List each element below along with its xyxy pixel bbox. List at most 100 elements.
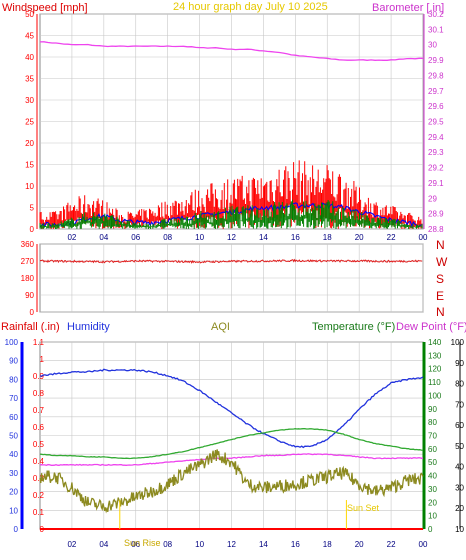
wind-tick-label: 50	[25, 10, 34, 19]
compass-label-s: S	[436, 272, 444, 286]
temperature-tick-label: 140	[428, 338, 442, 347]
barometer-tick-label: 29.8	[428, 71, 444, 80]
x-tick-label: 22	[387, 540, 396, 549]
wind-tick-label: 0	[30, 225, 35, 234]
rainfall-axis-label: Rainfall (.in)	[1, 321, 60, 333]
x-tick-label: 22	[387, 233, 396, 242]
x-tick-label: 14	[259, 233, 268, 242]
temperature-tick-label: 0	[428, 525, 433, 534]
rain-tick-label: 0.6	[33, 423, 45, 432]
barometer-tick-label: 29.7	[428, 87, 444, 96]
temperature-tick-label: 80	[428, 418, 437, 427]
rain-tick-label: 0.7	[33, 406, 45, 415]
compass-label-n-top: N	[436, 238, 445, 252]
compass-label-n-bottom: N	[436, 305, 445, 319]
rain-tick-label: 0.4	[33, 457, 45, 466]
humidity-tick-label: 0	[14, 525, 19, 534]
dew-point-tick-label: 10	[455, 525, 464, 534]
direction-tick-label: 0	[30, 308, 35, 317]
temperature-tick-label: 90	[428, 405, 437, 414]
barometer-tick-label: 29.5	[428, 118, 444, 127]
rain-tick-label: 0.2	[33, 491, 45, 500]
wind-axis-label: Windspeed [mph]	[2, 2, 88, 14]
temperature-tick-label: 100	[428, 391, 442, 400]
wind-tick-label: 10	[25, 182, 34, 191]
rain-tick-label: 1.1	[33, 338, 45, 347]
wind-tick-label: 30	[25, 96, 34, 105]
wind-series	[39, 199, 423, 229]
barometer-tick-label: 28.9	[428, 210, 444, 219]
rain-tick-label: 0.8	[33, 389, 45, 398]
dew-point-tick-label: 100	[451, 338, 465, 347]
x-tick-label: 16	[291, 540, 300, 549]
wind-direction-line	[39, 258, 423, 264]
wind-tick-label: 40	[25, 53, 34, 62]
temperature-tick-label: 10	[428, 512, 437, 521]
temperature-tick-label: 70	[428, 432, 437, 441]
barometer-tick-label: 30.2	[428, 10, 444, 19]
barometer-tick-label: 29.4	[428, 133, 444, 142]
panel-2-series	[39, 258, 423, 264]
x-tick-label: 00	[419, 540, 428, 549]
x-tick-label: 10	[195, 540, 204, 549]
rain-tick-label: 0.3	[33, 474, 45, 483]
barometer-line	[39, 41, 423, 61]
x-tick-label: 18	[323, 233, 332, 242]
humidity-tick-label: 70	[9, 394, 18, 403]
x-tick-label: 14	[259, 540, 268, 549]
x-tick-label: 04	[99, 540, 108, 549]
x-tick-label: 04	[99, 233, 108, 242]
x-tick-label: 00	[419, 233, 428, 242]
x-tick-label: 12	[227, 233, 236, 242]
panel-2-axes: 0 90 180 270 360	[21, 240, 38, 317]
wind-tick-label: 45	[25, 32, 34, 41]
x-tick-label: 02	[67, 233, 76, 242]
wind-tick-label: 35	[25, 75, 34, 84]
barometer-axis-label: Barometer [.in]	[372, 2, 444, 14]
aqi-line	[39, 449, 424, 514]
panel-1-series	[39, 41, 423, 229]
temperature-tick-label: 20	[428, 498, 437, 507]
temperature-line	[39, 428, 424, 460]
x-tick-label: 06	[131, 540, 140, 549]
temperature-axis-label: Temperature (°F)	[312, 321, 395, 333]
dew-point-line	[39, 453, 424, 466]
humidity-tick-label: 100	[5, 338, 19, 347]
sunrise-label: Sun Rise	[124, 538, 161, 548]
temperature-tick-label: 50	[428, 458, 437, 467]
dew-point-axis-label: Dew Point (°F)	[396, 321, 466, 333]
humidity-tick-label: 40	[9, 450, 18, 459]
average-wind-line	[39, 202, 422, 228]
humidity-tick-label: 30	[9, 469, 18, 478]
barometer-tick-label: 30.1	[428, 25, 444, 34]
direction-tick-label: 360	[21, 240, 35, 249]
rain-tick-label: 1	[40, 355, 45, 364]
barometer-tick-label: 30	[428, 41, 437, 50]
humidity-tick-label: 90	[9, 357, 18, 366]
rain-tick-label: 0.1	[33, 508, 45, 517]
x-tick-label: 18	[323, 540, 332, 549]
x-tick-label: 20	[355, 233, 364, 242]
humidity-tick-label: 20	[9, 488, 18, 497]
x-tick-label: 20	[355, 540, 364, 549]
humidity-tick-label: 10	[9, 506, 18, 515]
barometer-tick-label: 28.8	[428, 225, 444, 234]
wind-tick-label: 25	[25, 118, 34, 127]
humidity-tick-label: 80	[9, 375, 18, 384]
temperature-tick-label: 60	[428, 445, 437, 454]
barometer-tick-label: 29.9	[428, 56, 444, 65]
aqi-axis-label: AQI	[211, 321, 230, 333]
temperature-tick-label: 110	[428, 378, 441, 387]
humidity-line	[39, 368, 424, 449]
x-tick-label: 02	[67, 540, 76, 549]
x-tick-label: 08	[163, 540, 172, 549]
x-tick-label: 10	[195, 233, 204, 242]
compass-label-e: E	[436, 289, 444, 303]
panel-3-series	[39, 368, 424, 530]
direction-tick-label: 90	[25, 291, 34, 300]
rain-tick-label: 0.5	[33, 440, 45, 449]
humidity-axis-label: Humidity	[67, 321, 110, 333]
panel-3-axes: 010203040506070809010000.10.20.30.40.50.…	[5, 338, 465, 549]
barometer-tick-label: 29	[428, 194, 437, 203]
